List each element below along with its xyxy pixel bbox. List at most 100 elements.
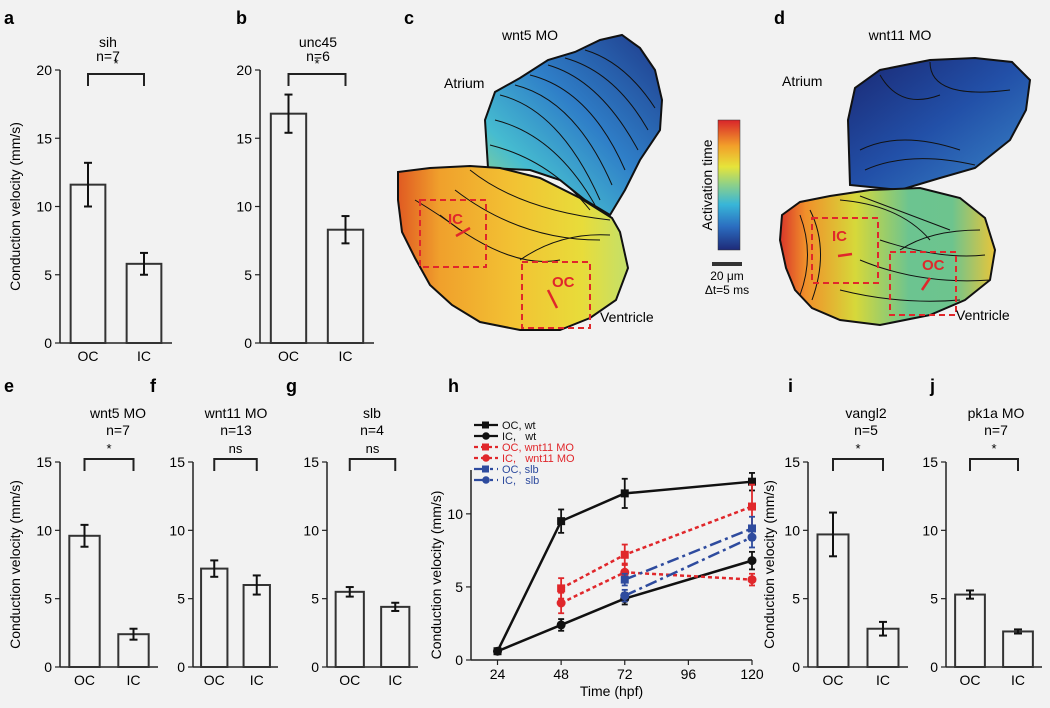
g-ytick-label: 0 [311, 659, 319, 675]
h-legend-marker [482, 432, 490, 440]
e-significance-bracket [83, 458, 135, 471]
map-d-ic-label: IC [832, 228, 847, 245]
map-c-title: wnt5 MO [501, 27, 558, 43]
b-bar [269, 112, 308, 345]
h-point [747, 556, 757, 566]
map-c-oc-label: OC [552, 274, 575, 291]
b-title: unc45 [299, 34, 337, 50]
time-step-label: Δt=5 ms [705, 283, 749, 297]
a-category-label: IC [137, 348, 151, 364]
h-point [620, 550, 629, 559]
h-xtick-label: 120 [740, 666, 764, 682]
h-series-line-5 [624, 536, 753, 597]
map-c-ic-arrow [455, 226, 471, 238]
i-significance-bracket [832, 458, 884, 471]
map-d-oc-box [889, 251, 957, 316]
map-d-ic-arrow [837, 252, 853, 258]
e-bar [68, 534, 101, 668]
panel-letter-g: g [286, 376, 297, 396]
e-ytick-label: 0 [44, 659, 52, 675]
e-n: n=7 [106, 422, 130, 438]
i-significance: * [855, 441, 860, 456]
e-title: wnt5 MO [89, 405, 146, 421]
chart-time-course: 0 5 10 24 48 72 96 120 Time (hpf) Conduction velo… [428, 420, 764, 699]
i-ytick-label: 15 [784, 454, 800, 470]
map-c-ic-box [419, 199, 487, 268]
chart-wnt11-mo: 0 5 10 15 OC IC wnt11 MOn=13 ns [169, 405, 278, 688]
f-ytick-label: 15 [169, 454, 185, 470]
h-ytick-label: 0 [455, 652, 463, 668]
panel-letter-e: e [4, 376, 14, 396]
activation-map-wnt5: wnt5 MO IC OC Atrium Ventricle [397, 27, 664, 331]
e-category-label: IC [127, 672, 141, 688]
h-series-line-4 [624, 527, 753, 581]
scale-bar-label: 20 μm [710, 269, 744, 283]
b-ytick-label: 15 [236, 130, 252, 146]
h-xtick-label: 48 [553, 666, 569, 682]
h-legend-marker [482, 476, 490, 484]
map-c-oc-arrow [546, 289, 559, 309]
map-d-isochrones [799, 61, 1011, 302]
map-d-atrium [846, 56, 1032, 192]
f-significance-bracket [213, 458, 258, 471]
f-significance: ns [229, 441, 243, 456]
panel-letter-b: b [236, 8, 247, 28]
h-y-axis-label: Conduction velocity (mm/s) [428, 491, 444, 660]
b-ytick-label: 0 [244, 335, 252, 351]
h-point [557, 517, 566, 526]
b-ytick-label: 10 [236, 199, 252, 215]
h-ytick-label: 10 [447, 506, 463, 522]
map-d-ic-box [811, 217, 879, 284]
f-bar [242, 584, 271, 668]
g-bar [334, 590, 365, 668]
j-significance: * [991, 441, 996, 456]
h-series-line-3 [560, 571, 753, 605]
h-point [557, 584, 566, 593]
map-c-ventricle-label: Ventricle [600, 309, 654, 325]
map-d-ventricle [778, 186, 997, 327]
a-bar [69, 183, 107, 344]
a-ytick-label: 5 [44, 267, 52, 283]
a-y-axis-label: Conduction velocity (mm/s) [7, 122, 23, 291]
h-legend-label: OC, wt [502, 420, 536, 432]
panel-letter-a: a [4, 8, 15, 28]
e-category-label: OC [74, 672, 95, 688]
g-ytick-label: 15 [303, 454, 319, 470]
j-bar [1002, 630, 1034, 669]
f-ytick-label: 0 [177, 659, 185, 675]
a-title: sih [99, 34, 117, 50]
j-n: n=7 [984, 422, 1008, 438]
map-d-atrium-label: Atrium [782, 73, 822, 89]
map-d-ventricle-label: Ventricle [956, 307, 1010, 323]
map-c-ic-label: IC [448, 211, 463, 228]
i-ytick-label: 5 [792, 591, 800, 607]
g-category-label: OC [339, 672, 360, 688]
a-ytick-label: 10 [36, 199, 52, 215]
activation-map-wnt11: wnt11 MO IC OC Atrium Ventricle [778, 27, 1032, 327]
f-title: wnt11 MO [204, 405, 268, 421]
g-title: slb [363, 405, 381, 421]
colorbar-label: Activation time [699, 139, 715, 230]
f-n: n=13 [220, 422, 252, 438]
h-legend-label: OC, slb [502, 464, 539, 476]
j-ytick-label: 5 [930, 591, 938, 607]
b-significance-bracket [287, 73, 347, 86]
h-xtick-label: 24 [490, 666, 506, 682]
b-ytick-label: 20 [236, 62, 252, 78]
a-ytick-label: 15 [36, 130, 52, 146]
f-category-label: OC [204, 672, 225, 688]
panel-letter-h: h [448, 376, 459, 396]
j-significance-bracket [969, 458, 1019, 471]
activation-colorbar: Activation time 20 μm Δt=5 ms [699, 119, 749, 297]
h-xtick-label: 72 [617, 666, 633, 682]
g-category-label: IC [388, 672, 402, 688]
i-ytick-label: 10 [784, 522, 800, 538]
h-x-axis-label: Time (hpf) [580, 683, 643, 699]
b-n: n=6 [306, 48, 330, 64]
scale-bar [712, 262, 742, 266]
b-bar [326, 228, 365, 344]
j-ytick-label: 15 [922, 454, 938, 470]
h-point [748, 477, 756, 486]
